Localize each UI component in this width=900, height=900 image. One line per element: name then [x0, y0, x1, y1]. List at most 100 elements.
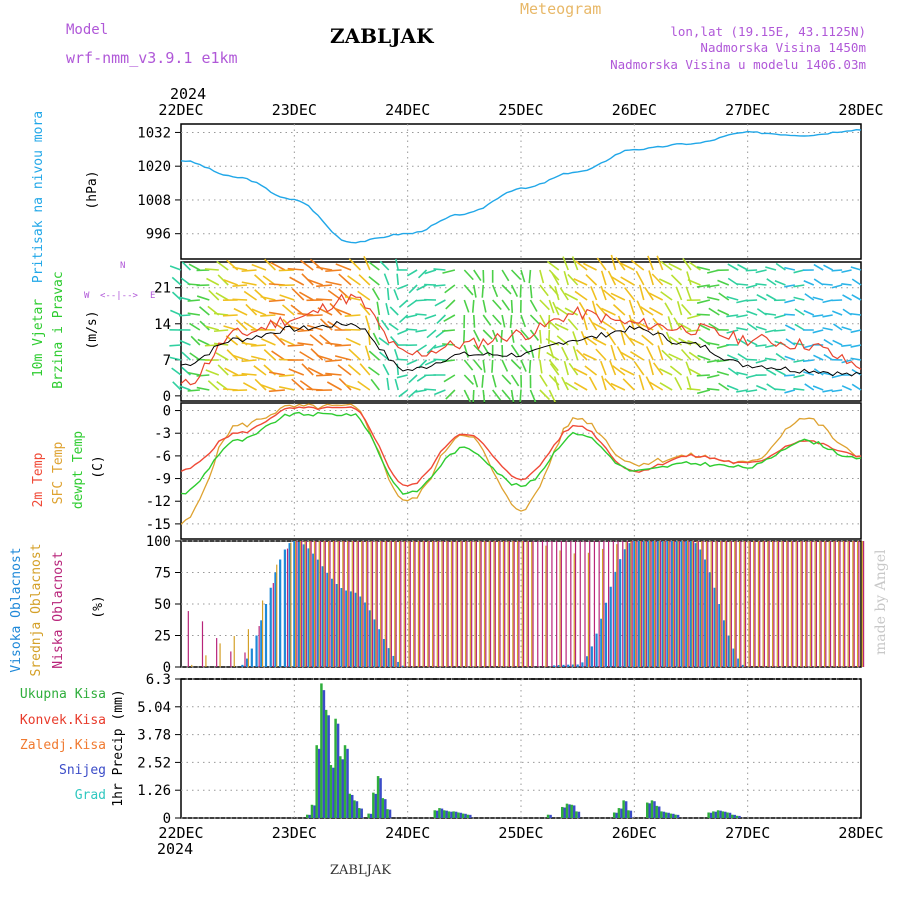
wind-arrow [528, 359, 532, 374]
precip-bar-total [561, 806, 564, 818]
wind-arrow [539, 314, 548, 328]
wind-arrow [600, 285, 607, 301]
wind-arrow [745, 358, 758, 361]
wind-arrow [241, 269, 257, 272]
wind-arrow [398, 299, 409, 308]
wind-arrow [417, 269, 428, 279]
precip-bar-total [353, 800, 356, 818]
wind-arrow [443, 374, 456, 383]
wind-arrow [850, 357, 862, 361]
wind-arrow [445, 389, 456, 400]
wind-arrow [222, 314, 238, 317]
wind-arrow [263, 349, 276, 361]
wind-arrow [215, 352, 229, 361]
wind-arrow [539, 284, 549, 297]
wind-ytick-label: 7 [163, 353, 171, 369]
wind-arrow [813, 263, 824, 271]
wind-arrow [529, 389, 537, 403]
wind-arrow [575, 349, 588, 361]
precip-bar-total [457, 812, 460, 818]
wind-arrow [217, 364, 229, 376]
wind-arrow [270, 261, 286, 271]
wind-arrow [573, 367, 588, 376]
wind-arrow [696, 284, 711, 288]
wind-arrow [567, 273, 579, 286]
wind-arrow [415, 329, 427, 333]
wind-arrow [326, 381, 342, 391]
wind-arrow [408, 284, 418, 294]
wind-arrow [678, 322, 692, 331]
precip-bar-snow [624, 801, 628, 818]
precip-bar-total [565, 803, 569, 818]
cloud-ylabel-2: Srednja Oblacnost [29, 543, 44, 676]
wind-arrow [359, 363, 371, 376]
date-label-top: 22DEC [158, 101, 203, 119]
wind-arrow [686, 387, 701, 391]
wind-arrow [357, 380, 371, 391]
wind-arrow [380, 319, 390, 331]
wind-arrow [433, 284, 446, 287]
wind-arrow [850, 266, 862, 271]
wind-arrow [696, 374, 710, 377]
wind-arrow [415, 389, 427, 393]
legend-konvek: Konvek.Kisa [20, 713, 106, 728]
wind-arrow [501, 359, 509, 372]
wind-arrow [213, 312, 229, 316]
wind-arrow [473, 359, 483, 371]
precip-bar-total [339, 756, 342, 818]
wind-arrow [610, 254, 617, 271]
precip-bar-snow [464, 813, 467, 818]
precip-ytick-label: 0 [163, 811, 171, 827]
wind-arrow [243, 290, 258, 301]
wind-arrow [686, 271, 692, 286]
wind-arrow [396, 273, 400, 286]
precip-bar-total [546, 814, 550, 818]
wind-arrow [668, 353, 682, 361]
wind-arrow [636, 300, 645, 316]
wind-arrow [601, 375, 607, 391]
wind-arrow [567, 318, 579, 331]
wind-arrow [624, 287, 635, 301]
wind-arrow [171, 367, 182, 376]
wind-arrow [726, 329, 739, 334]
wind-arrow [554, 286, 560, 301]
wind-arrow [181, 366, 191, 376]
precip-bar-snow [360, 808, 363, 818]
wind-arrow [746, 310, 758, 316]
legend-zaledj: Zaledj.Kisa [20, 738, 106, 753]
wind-arrow [260, 314, 276, 317]
wind-arrow [831, 284, 843, 289]
wind-arrow [572, 345, 579, 361]
wind-arrow [573, 381, 588, 391]
wind-arrow [727, 263, 739, 271]
wind-arrow [405, 328, 418, 331]
wind-arrow [698, 336, 711, 346]
cloud-panel: 100 75 50 25 0 [146, 534, 865, 676]
cloud-ylabel-1: Visoka Oblacnost [9, 547, 24, 672]
precip-bar-snow [308, 814, 311, 818]
wind-arrow [187, 299, 200, 302]
wind-arrow [561, 376, 569, 391]
wind-arrow [747, 322, 758, 331]
wind-arrow [367, 330, 371, 346]
wind-arrow [564, 307, 579, 316]
wind-arrow [851, 278, 862, 286]
date-label-bottom: 24DEC [385, 824, 430, 842]
wind-arrow [736, 371, 748, 376]
wind-arrow [612, 304, 626, 316]
precip-ytick-label: 5.04 [137, 700, 171, 716]
wind-arrow [310, 348, 324, 361]
wind-arrow [755, 344, 767, 347]
wind-arrow [287, 344, 304, 347]
wind-arrow [784, 299, 796, 304]
precip-ytick-label: 6.3 [146, 672, 171, 688]
wind-arrow [737, 263, 749, 271]
wind-arrow [306, 314, 323, 317]
cloud-ytick-label: 75 [154, 566, 171, 582]
precip-frame [180, 678, 862, 819]
wind-arrow [482, 314, 492, 326]
wind-arrow [726, 314, 739, 318]
precip-bar-total [466, 814, 470, 818]
dewpt-line [180, 411, 862, 495]
wind-arrow [831, 389, 843, 393]
